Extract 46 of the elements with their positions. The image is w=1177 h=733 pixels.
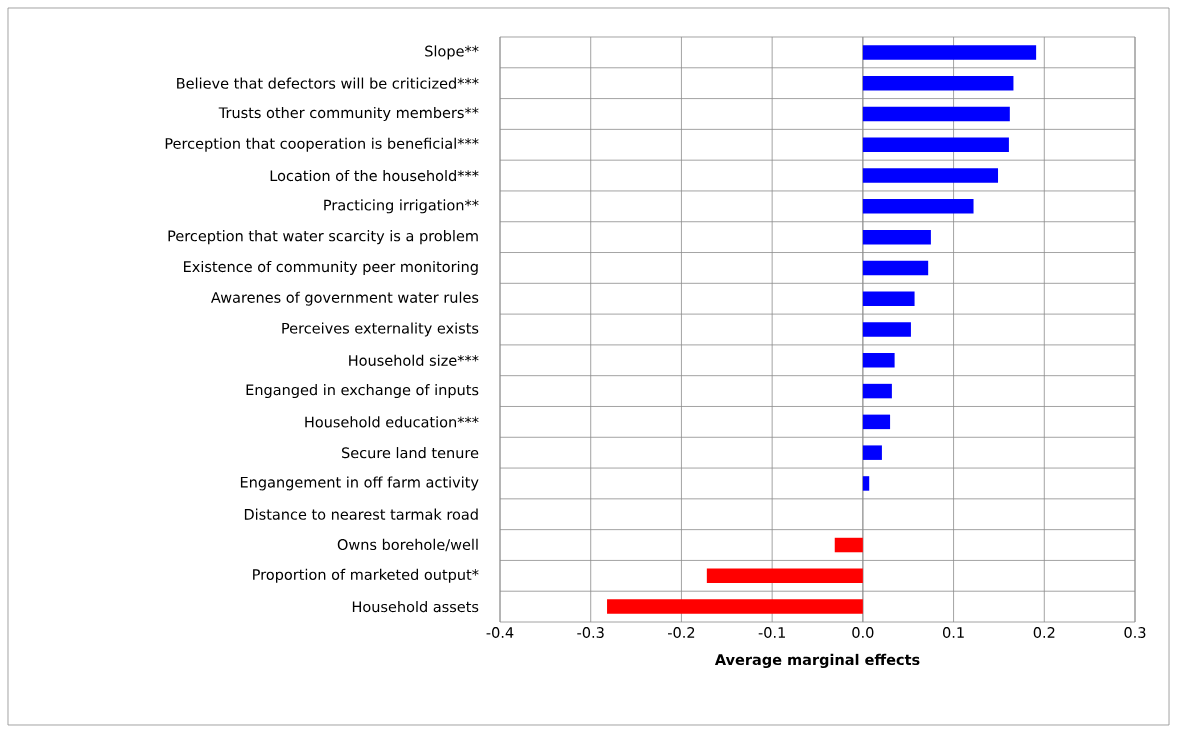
bar bbox=[862, 106, 1010, 122]
bar bbox=[862, 45, 1037, 60]
y-tick-label: Existence of community peer monitoring bbox=[184, 260, 478, 275]
x-tick-label: -0.2 bbox=[667, 627, 695, 638]
x-tick-label: 0.3 bbox=[1124, 627, 1146, 638]
y-tick-label: Believe that defectors will be criticized*** bbox=[177, 77, 479, 89]
bar bbox=[834, 537, 863, 553]
bar bbox=[607, 599, 863, 614]
bar bbox=[862, 383, 892, 399]
y-tick-label: Engangement in off farm activity bbox=[240, 476, 479, 491]
bar bbox=[706, 568, 863, 584]
bar bbox=[862, 260, 929, 276]
x-tick-label: 0.2 bbox=[1033, 627, 1055, 638]
y-tick-label: Owns borehole/well bbox=[337, 538, 478, 552]
bar bbox=[862, 322, 911, 337]
x-tick-label: -0.3 bbox=[577, 627, 604, 638]
bar bbox=[862, 75, 1014, 91]
y-tick-label: Household assets bbox=[352, 600, 479, 613]
y-tick-label: Proportion of marketed output* bbox=[253, 568, 479, 583]
y-tick-label: Enganged in exchange of inputs bbox=[246, 384, 479, 399]
y-tick-label: Awarenes of government water rules bbox=[211, 291, 479, 306]
x-tick-label: 0.1 bbox=[943, 627, 964, 638]
x-tick-label: 0.0 bbox=[852, 627, 874, 638]
x-tick-label: -0.4 bbox=[486, 627, 514, 638]
bar bbox=[862, 168, 999, 183]
y-tick-label: Perception that water scarcity is a problem bbox=[168, 230, 478, 245]
bar bbox=[862, 291, 915, 306]
bar bbox=[862, 414, 891, 430]
y-tick-label: Location of the household*** bbox=[270, 169, 479, 182]
y-tick-label: Slope** bbox=[425, 45, 479, 60]
y-tick-label: Distance to nearest tarmak road bbox=[244, 508, 478, 520]
y-tick-label: Perception that cooperation is beneficial*** bbox=[165, 137, 479, 152]
bar bbox=[862, 229, 931, 245]
y-tick-label: Practicing irrigation** bbox=[324, 199, 479, 214]
y-tick-label: Household education*** bbox=[305, 416, 479, 428]
x-axis-title: Average marginal effects bbox=[714, 653, 920, 669]
bar bbox=[862, 199, 974, 214]
bar bbox=[862, 445, 882, 460]
x-tick-label: -0.1 bbox=[758, 627, 785, 638]
y-tick-label: Perceives externality exists bbox=[282, 322, 479, 337]
bar bbox=[862, 353, 895, 368]
y-tick-label: Household size*** bbox=[349, 354, 479, 366]
bar bbox=[862, 137, 1009, 153]
y-tick-label: Trusts other community members** bbox=[218, 106, 479, 121]
bar bbox=[862, 476, 870, 491]
y-tick-label: Secure land tenure bbox=[342, 447, 479, 459]
